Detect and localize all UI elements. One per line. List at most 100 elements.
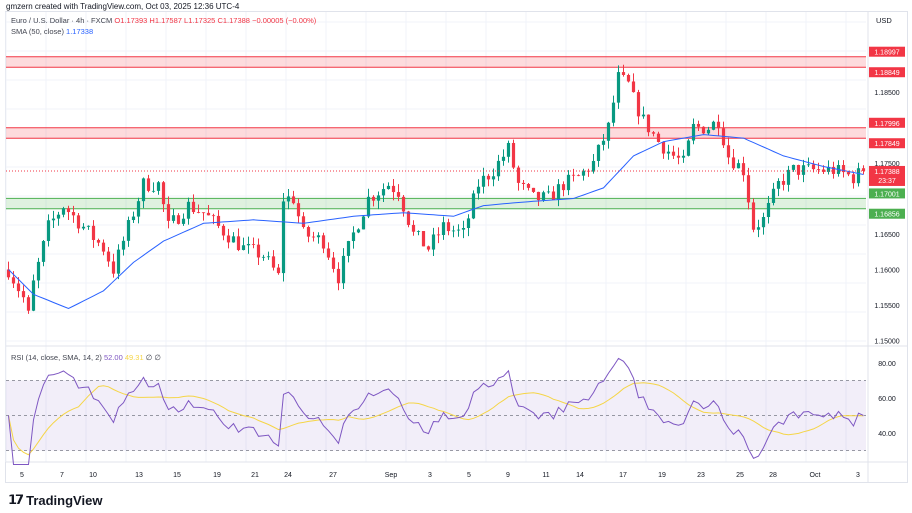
candle-body [141, 178, 146, 202]
candle-body [821, 169, 826, 172]
candle-body [491, 176, 496, 180]
candle-body [511, 142, 516, 168]
candle-body [556, 184, 561, 200]
candle-body [746, 175, 751, 203]
candle-body [81, 226, 86, 229]
candle-body [461, 227, 466, 230]
candle-body [621, 72, 626, 75]
candle-body [276, 267, 281, 274]
candle-body [181, 218, 186, 224]
rsi-tick-label: 60.00 [878, 396, 896, 403]
candle-body [791, 164, 796, 170]
price-tick-label: 1.16000 [874, 268, 899, 275]
candle-body [301, 216, 306, 228]
candle-body [566, 174, 571, 191]
candle-body [121, 240, 126, 250]
candle-body [581, 170, 586, 176]
candle-body [91, 225, 96, 240]
sma-label[interactable]: SMA (50, close) [11, 27, 64, 36]
candle-body [446, 222, 451, 232]
candle-body [106, 251, 111, 262]
candle-body [741, 163, 746, 176]
candle-body [171, 215, 176, 221]
candle-body [781, 180, 786, 185]
candle-body [241, 245, 246, 251]
rsi-tick-label: 40.00 [878, 431, 896, 438]
rsi-tick-label: 80.00 [878, 361, 896, 368]
candle-body [431, 234, 436, 250]
candle-body [86, 225, 91, 227]
candle-body [571, 174, 576, 176]
candle-body [421, 231, 426, 247]
candle-body [516, 167, 521, 183]
support-price-label: 1.16856 [874, 212, 899, 219]
candle-body [441, 222, 446, 235]
candle-body [676, 155, 681, 158]
support-price-tag [869, 188, 905, 199]
candle-body [606, 122, 611, 141]
candle-body [351, 232, 356, 242]
currency-label[interactable]: USD [876, 16, 892, 25]
tradingview-logo[interactable]: 𝟭𝟳 TradingView [8, 492, 102, 508]
candle-body [196, 212, 201, 213]
candle-body [661, 141, 666, 154]
bar-countdown: 23:37 [878, 178, 896, 185]
candle-body [416, 231, 421, 232]
candle-body [111, 261, 116, 274]
time-tick-label: 9 [506, 472, 510, 479]
candle-body [246, 243, 251, 246]
candle-body [831, 166, 836, 174]
time-tick-label: 5 [467, 472, 471, 479]
candle-body [166, 204, 171, 221]
time-tick-label: 27 [329, 472, 337, 479]
sma-value: 1.17338 [66, 27, 94, 36]
candle-body [806, 164, 811, 166]
candle-body [401, 196, 406, 212]
resistance-price-tag [869, 138, 905, 149]
price-tick-label: 1.18500 [874, 90, 899, 97]
candle-body [6, 269, 11, 278]
candle-body [256, 244, 261, 258]
candle-body [651, 132, 656, 134]
candle-body [596, 144, 601, 161]
candle-body [131, 216, 136, 221]
rsi-line [8, 357, 864, 465]
candle-body [626, 74, 631, 82]
candle-body [576, 175, 581, 177]
candle-body [711, 121, 716, 130]
candle-body [126, 220, 131, 241]
candle-body [681, 155, 686, 158]
rsi-label[interactable]: RSI (14, close, SMA, 14, 2) [11, 353, 102, 362]
candle-body [41, 241, 46, 262]
candle-body [201, 212, 206, 214]
change-value: −0.00005 (−0.00%) [252, 16, 317, 25]
candle-body [366, 196, 371, 217]
candle-body [666, 151, 671, 154]
candle-body [686, 140, 691, 156]
candle-body [466, 218, 471, 228]
resistance-price-tag [869, 46, 905, 57]
time-tick-label: 24 [284, 472, 292, 479]
candle-body [736, 163, 741, 169]
candle-body [376, 195, 381, 201]
candle-body [381, 189, 386, 196]
time-tick-label: 3 [428, 472, 432, 479]
candle-body [766, 202, 771, 218]
candle-body [46, 220, 51, 242]
candle-body [281, 201, 286, 274]
candle-body [436, 234, 441, 236]
candle-body [521, 182, 526, 185]
time-tick-label: 19 [213, 472, 221, 479]
candle-body [271, 256, 276, 268]
resistance-price-label: 1.17996 [874, 121, 899, 128]
candle-body [861, 168, 866, 171]
high-value: H1.17587 [149, 16, 182, 25]
resistance-price-label: 1.17849 [874, 141, 899, 148]
sma-line [8, 134, 864, 310]
rsi-sma-value: 49.31 [124, 353, 144, 362]
low-value: L1.17325 [184, 16, 216, 25]
time-tick-label: 15 [173, 472, 181, 479]
candle-body [611, 102, 616, 123]
candle-body [776, 180, 781, 189]
